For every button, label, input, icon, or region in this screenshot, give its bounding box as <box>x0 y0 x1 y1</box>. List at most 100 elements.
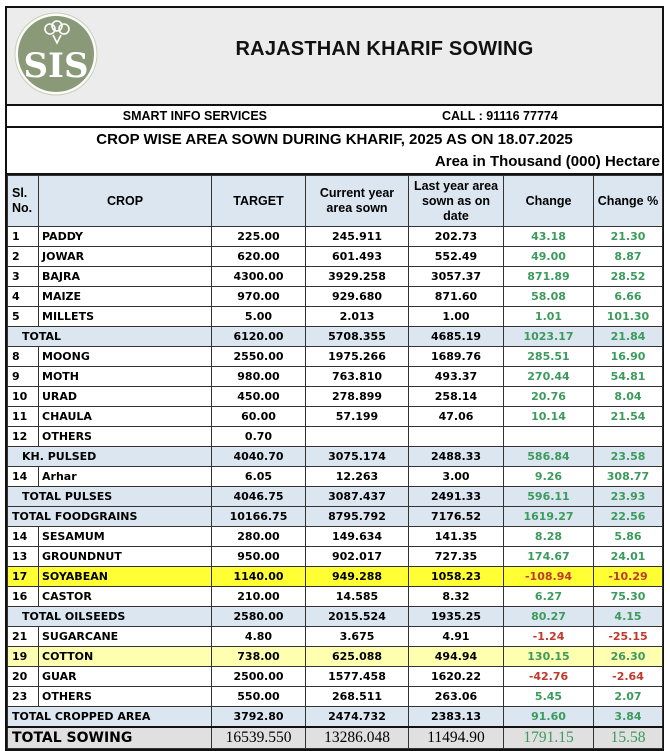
crop-cell: SUGARCANE <box>38 626 212 647</box>
last-year-cell <box>408 426 504 447</box>
target-cell: 3792.80 <box>211 706 306 728</box>
table-row: TOTAL CROPPED AREA 3792.80 2474.732 2383.13… <box>7 706 663 728</box>
crop-cell: COTTON <box>38 646 212 667</box>
header-row: Sl. No. CROP TARGET Current year area so… <box>7 175 663 227</box>
target-cell: 0.70 <box>211 426 306 447</box>
change-pct-cell: 4.15 <box>593 606 663 627</box>
crop-cell: TOTAL CROPPED AREA <box>7 706 212 728</box>
last-year-cell: 727.35 <box>408 546 504 567</box>
target-cell: 210.00 <box>211 586 306 607</box>
change-pct-cell: 8.87 <box>593 246 663 267</box>
table-row: 9 MOTH 980.00 763.810 493.37 270.44 54.81 <box>7 366 663 387</box>
col-target: TARGET <box>211 175 306 227</box>
change-pct-cell: 75.30 <box>593 586 663 607</box>
current-cell: 3.675 <box>305 626 409 647</box>
change-cell: 5.45 <box>503 686 594 707</box>
crop-cell: CHAULA <box>38 406 212 427</box>
current-cell: 245.911 <box>305 226 409 247</box>
current-cell: 929.680 <box>305 286 409 307</box>
last-year-cell: 1058.23 <box>408 566 504 587</box>
change-cell: 596.11 <box>503 486 594 507</box>
crop-sowing-table: Sl. No. CROP TARGET Current year area so… <box>7 175 663 749</box>
current-cell: 2015.524 <box>305 606 409 627</box>
serial-cell: 16 <box>7 586 39 607</box>
table-row: 16 CASTOR 210.00 14.585 8.32 6.27 75.30 <box>7 586 663 607</box>
serial-cell: 21 <box>7 626 39 647</box>
current-cell: 3075.174 <box>305 446 409 467</box>
change-pct-cell: 21.54 <box>593 406 663 427</box>
crop-cell: KH. PULSED <box>7 446 212 467</box>
change-cell: -42.76 <box>503 666 594 687</box>
table-row: 20 GUAR 2500.00 1577.458 1620.22 -42.76 -2.64 <box>7 666 663 687</box>
table-body: 1 PADDY 225.00 245.911 202.73 43.18 21.30 2 JOWA… <box>7 226 663 749</box>
current-cell <box>305 426 409 447</box>
crop-cell: GROUNDNUT <box>38 546 212 567</box>
target-cell: 4.80 <box>211 626 306 647</box>
target-cell: 4046.75 <box>211 486 306 507</box>
table-row: 8 MOONG 2550.00 1975.266 1689.76 285.51 16.90 <box>7 346 663 367</box>
target-cell: 2500.00 <box>211 666 306 687</box>
target-cell: 5.00 <box>211 306 306 327</box>
target-cell: 16539.550 <box>211 726 306 749</box>
current-cell: 13286.048 <box>305 726 409 749</box>
table-row: 10 URAD 450.00 278.899 258.14 20.76 8.04 <box>7 386 663 407</box>
target-cell: 6.05 <box>211 466 306 487</box>
current-cell: 268.511 <box>305 686 409 707</box>
serial-cell: 14 <box>7 526 39 547</box>
change-pct-cell: -10.29 <box>593 566 663 587</box>
serial-cell: 20 <box>7 666 39 687</box>
last-year-cell: 2491.33 <box>408 486 504 507</box>
col-sl: Sl. No. <box>7 175 39 227</box>
change-pct-cell: 22.56 <box>593 506 663 527</box>
change-cell: 270.44 <box>503 366 594 387</box>
crop-cell: GUAR <box>38 666 212 687</box>
change-cell: 871.89 <box>503 266 594 287</box>
table-row: TOTAL 6120.00 5708.355 4685.19 1023.17 21.84 <box>7 326 663 347</box>
current-cell: 2474.732 <box>305 706 409 728</box>
last-year-cell: 3.00 <box>408 466 504 487</box>
change-cell: 1023.17 <box>503 326 594 347</box>
last-year-cell: 202.73 <box>408 226 504 247</box>
col-last: Last year area sown as on date <box>408 175 504 227</box>
svg-text:SIS: SIS <box>23 46 88 86</box>
target-cell: 970.00 <box>211 286 306 307</box>
change-pct-cell: 308.77 <box>593 466 663 487</box>
change-pct-cell: 2.07 <box>593 686 663 707</box>
change-cell <box>503 426 594 447</box>
current-cell: 1577.458 <box>305 666 409 687</box>
target-cell: 620.00 <box>211 246 306 267</box>
table-row: 17 SOYABEAN 1140.00 949.288 1058.23 -108.94 -1… <box>7 566 663 587</box>
col-crop: CROP <box>38 175 212 227</box>
current-cell: 1975.266 <box>305 346 409 367</box>
crop-cell: PADDY <box>38 226 212 247</box>
change-cell: 80.27 <box>503 606 594 627</box>
change-cell: 586.84 <box>503 446 594 467</box>
target-cell: 2580.00 <box>211 606 306 627</box>
change-cell: 285.51 <box>503 346 594 367</box>
col-current: Current year area sown <box>305 175 409 227</box>
last-year-cell: 3057.37 <box>408 266 504 287</box>
crop-cell: OTHERS <box>38 426 212 447</box>
serial-cell: 17 <box>7 566 39 587</box>
change-cell: 58.08 <box>503 286 594 307</box>
last-year-cell: 11494.90 <box>408 726 504 749</box>
table-row: 14 SESAMUM 280.00 149.634 141.35 8.28 5.86 <box>7 526 663 547</box>
current-cell: 8795.792 <box>305 506 409 527</box>
change-cell: 9.26 <box>503 466 594 487</box>
change-cell: 49.00 <box>503 246 594 267</box>
change-pct-cell: 23.58 <box>593 446 663 467</box>
last-year-cell: 1620.22 <box>408 666 504 687</box>
target-cell: 550.00 <box>211 686 306 707</box>
report-title: RAJASTHAN KHARIF SOWING <box>235 38 534 60</box>
report-sheet: SIS RAJASTHAN KHARIF SOWING SMART INFO S… <box>5 6 664 751</box>
change-cell: 43.18 <box>503 226 594 247</box>
serial-cell: 12 <box>7 426 39 447</box>
target-cell: 980.00 <box>211 366 306 387</box>
change-pct-cell: 24.01 <box>593 546 663 567</box>
change-pct-cell: 26.30 <box>593 646 663 667</box>
crop-cell: CASTOR <box>38 586 212 607</box>
target-cell: 950.00 <box>211 546 306 567</box>
change-pct-cell: -2.64 <box>593 666 663 687</box>
crop-cell: MAIZE <box>38 286 212 307</box>
change-cell: 8.28 <box>503 526 594 547</box>
